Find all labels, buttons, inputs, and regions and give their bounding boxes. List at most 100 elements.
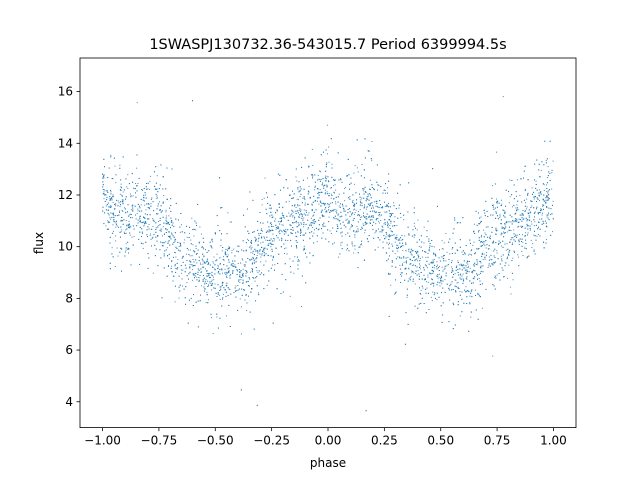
data-point: [260, 232, 262, 234]
data-point: [266, 248, 268, 250]
data-point: [526, 206, 528, 208]
data-point: [228, 288, 230, 290]
data-point: [431, 279, 433, 281]
data-point: [103, 177, 105, 179]
data-point: [221, 268, 223, 270]
data-point: [391, 265, 393, 267]
data-point: [339, 253, 341, 255]
data-point: [331, 163, 333, 165]
data-point: [477, 318, 479, 320]
data-point: [333, 242, 335, 244]
data-point: [224, 272, 226, 274]
data-point: [141, 188, 143, 190]
data-point: [132, 195, 134, 197]
data-point: [189, 267, 191, 269]
data-point: [546, 214, 548, 216]
data-point: [135, 214, 137, 216]
data-point: [139, 226, 141, 228]
data-point: [538, 212, 540, 214]
data-point: [531, 223, 533, 225]
data-point: [156, 240, 158, 242]
data-point: [136, 225, 138, 227]
data-point: [447, 264, 449, 266]
data-point: [403, 214, 405, 216]
data-point: [269, 223, 271, 225]
data-point: [272, 238, 274, 240]
data-point: [377, 206, 379, 208]
data-point: [201, 266, 203, 268]
data-point: [410, 276, 412, 278]
data-point: [102, 173, 104, 175]
data-point: [416, 252, 418, 254]
data-point: [547, 197, 549, 199]
data-point: [545, 197, 547, 199]
data-point: [123, 189, 125, 191]
data-point: [167, 265, 169, 267]
data-point: [344, 210, 346, 212]
data-point: [264, 247, 266, 249]
data-point: [394, 225, 396, 227]
data-point: [377, 217, 379, 219]
data-point: [122, 201, 124, 203]
data-point: [469, 242, 471, 244]
data-point: [318, 178, 320, 180]
data-point: [374, 232, 376, 234]
data-point: [505, 205, 507, 207]
data-point: [118, 227, 120, 228]
data-point: [361, 216, 363, 218]
data-point: [457, 281, 459, 283]
data-point: [193, 250, 195, 252]
data-point: [443, 254, 445, 256]
data-point: [460, 273, 462, 275]
data-point: [296, 236, 298, 238]
data-point: [454, 217, 456, 219]
data-point: [318, 219, 320, 221]
data-point: [484, 232, 486, 234]
data-point: [309, 262, 311, 264]
data-point: [505, 189, 507, 191]
data-point: [508, 226, 510, 228]
data-point: [205, 279, 207, 281]
data-point: [251, 288, 253, 290]
data-point: [251, 268, 253, 270]
data-point: [192, 273, 194, 275]
data-point: [328, 221, 330, 223]
data-point: [300, 213, 302, 215]
data-point: [438, 296, 440, 298]
data-point: [509, 241, 511, 243]
data-point: [500, 234, 502, 236]
data-point: [546, 188, 548, 190]
data-point: [379, 231, 381, 233]
data-point: [389, 215, 391, 217]
data-point: [405, 273, 407, 275]
data-point: [179, 290, 181, 292]
data-point: [387, 235, 389, 237]
data-point: [481, 244, 483, 246]
data-point: [184, 271, 186, 273]
data-point: [497, 258, 499, 260]
data-point: [174, 264, 176, 266]
data-point: [414, 260, 416, 262]
data-point: [459, 268, 461, 270]
data-point: [238, 280, 240, 282]
data-point: [499, 242, 501, 244]
data-point: [168, 258, 170, 260]
data-point: [132, 210, 134, 212]
data-point: [451, 248, 453, 250]
data-point: [351, 241, 353, 243]
data-point: [533, 207, 535, 209]
data-point: [322, 215, 324, 217]
data-point: [446, 265, 448, 267]
data-point: [340, 244, 342, 246]
data-point: [229, 247, 231, 249]
data-point: [508, 254, 510, 256]
data-point: [382, 229, 384, 231]
data-point: [211, 247, 213, 249]
data-point: [421, 256, 423, 258]
data-point: [211, 289, 213, 291]
data-point: [266, 236, 268, 238]
data-point: [153, 234, 155, 236]
data-point: [475, 294, 477, 296]
data-point: [516, 234, 518, 236]
data-point: [253, 259, 255, 261]
